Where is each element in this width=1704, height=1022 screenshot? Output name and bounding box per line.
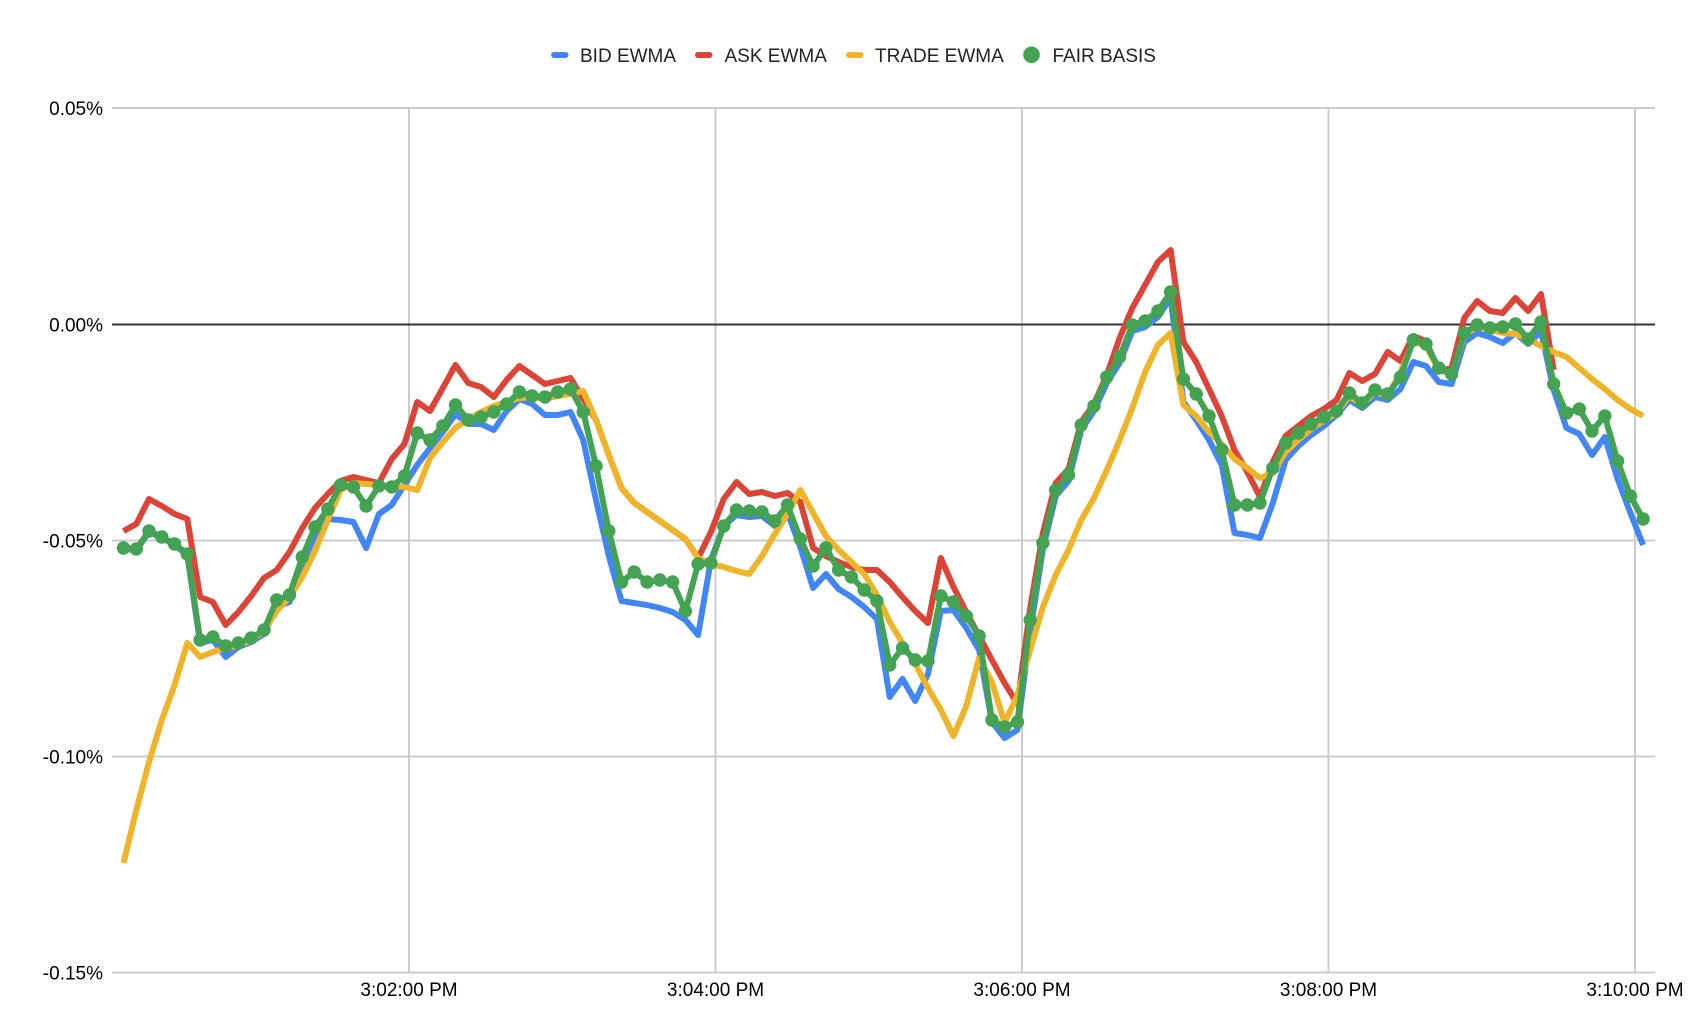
svg-text:3:10:00 PM: 3:10:00 PM bbox=[1586, 980, 1683, 1001]
svg-text:3:08:00 PM: 3:08:00 PM bbox=[1280, 980, 1377, 1001]
svg-text:TRADE EWMA: TRADE EWMA bbox=[875, 46, 1004, 67]
svg-text:3:06:00 PM: 3:06:00 PM bbox=[973, 980, 1070, 1001]
svg-text:BID EWMA: BID EWMA bbox=[580, 46, 676, 67]
svg-text:0.05%: 0.05% bbox=[49, 99, 103, 120]
svg-text:-0.10%: -0.10% bbox=[43, 748, 103, 769]
svg-text:-0.05%: -0.05% bbox=[43, 532, 103, 553]
svg-text:3:02:00 PM: 3:02:00 PM bbox=[360, 980, 457, 1001]
svg-text:FAIR BASIS: FAIR BASIS bbox=[1053, 46, 1156, 67]
svg-text:3:04:00 PM: 3:04:00 PM bbox=[667, 980, 764, 1001]
svg-text:-0.15%: -0.15% bbox=[43, 964, 103, 985]
svg-text:0.00%: 0.00% bbox=[49, 316, 103, 337]
svg-text:ASK EWMA: ASK EWMA bbox=[725, 46, 828, 67]
